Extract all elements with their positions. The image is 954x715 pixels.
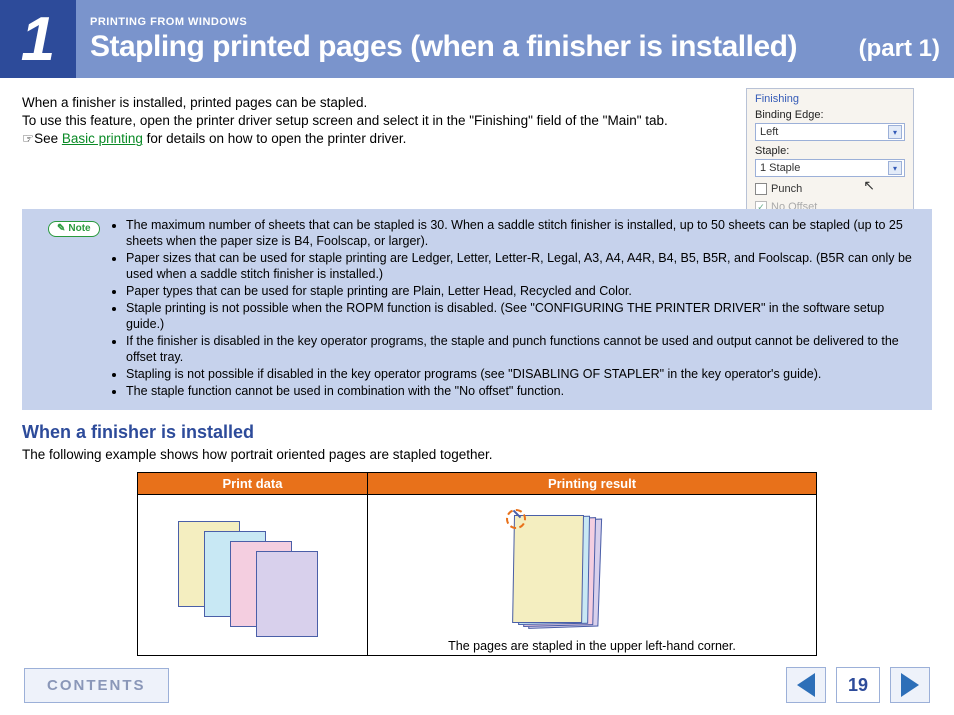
staple-example-table: Print data Printing result xyxy=(137,472,817,656)
finishing-group-title: Finishing xyxy=(755,93,905,105)
intro-line1: When a finisher is installed, printed pa… xyxy=(22,94,682,112)
note-item: The maximum number of sheets that can be… xyxy=(126,217,918,249)
section-heading: When a finisher is installed xyxy=(22,422,932,443)
finishing-panel: Finishing Binding Edge: Left ▾ Staple: 1… xyxy=(746,88,914,222)
staple-select[interactable]: 1 Staple ▾ xyxy=(755,159,905,177)
binding-edge-label: Binding Edge: xyxy=(755,109,905,121)
col-printing-result: Printing result xyxy=(368,472,817,494)
staple-value: 1 Staple xyxy=(760,162,800,174)
contents-button[interactable]: CONTENTS xyxy=(24,668,169,703)
breadcrumb: PRINTING FROM WINDOWS xyxy=(90,16,940,28)
chapter-number: 1 xyxy=(0,0,76,78)
note-item: The staple function cannot be used in co… xyxy=(126,383,918,399)
triangle-right-icon xyxy=(901,673,919,697)
section-desc: The following example shows how portrait… xyxy=(22,447,932,462)
note-item: Staple printing is not possible when the… xyxy=(126,300,918,332)
page-header: 1 PRINTING FROM WINDOWS Stapling printed… xyxy=(0,0,954,78)
checkbox-icon xyxy=(755,183,767,195)
see-suffix: for details on how to open the printer d… xyxy=(143,131,406,146)
chevron-down-icon: ▾ xyxy=(888,125,902,139)
prev-page-button[interactable] xyxy=(786,667,826,703)
punch-checkbox-row[interactable]: Punch xyxy=(755,183,905,195)
intro-text: When a finisher is installed, printed pa… xyxy=(22,94,682,149)
page-icon xyxy=(256,551,318,637)
cursor-icon: ↖ xyxy=(863,177,875,194)
stapled-result-illustration xyxy=(508,515,618,635)
note-list: The maximum number of sheets that can be… xyxy=(112,217,918,399)
note-item: Stapling is not possible if disabled in … xyxy=(126,366,918,382)
punch-checkbox-label: Punch xyxy=(771,183,802,195)
print-data-illustration xyxy=(138,495,367,655)
staple-label: Staple: xyxy=(755,145,905,157)
staple-highlight-icon xyxy=(506,509,526,529)
chevron-down-icon: ▾ xyxy=(888,161,902,175)
note-box: Note The maximum number of sheets that c… xyxy=(22,209,932,410)
see-prefix: ☞See xyxy=(22,131,62,146)
note-item: If the finisher is disabled in the key o… xyxy=(126,333,918,365)
page-icon xyxy=(512,515,584,623)
intro-line2: To use this feature, open the printer dr… xyxy=(22,112,682,130)
page-number: 19 xyxy=(836,667,880,703)
header-text-block: PRINTING FROM WINDOWS Stapling printed p… xyxy=(76,0,954,78)
note-item: Paper types that can be used for staple … xyxy=(126,283,918,299)
note-item: Paper sizes that can be used for staple … xyxy=(126,250,918,282)
next-page-button[interactable] xyxy=(890,667,930,703)
note-badge: Note xyxy=(48,221,100,238)
col-print-data: Print data xyxy=(138,472,368,494)
binding-edge-value: Left xyxy=(760,126,778,138)
part-label: (part 1) xyxy=(859,35,940,63)
binding-edge-select[interactable]: Left ▾ xyxy=(755,123,905,141)
page-footer: CONTENTS 19 xyxy=(0,667,954,715)
page-title: Stapling printed pages (when a finisher … xyxy=(90,30,797,64)
basic-printing-link[interactable]: Basic printing xyxy=(62,131,143,146)
result-caption: The pages are stapled in the upper left-… xyxy=(374,639,810,653)
triangle-left-icon xyxy=(797,673,815,697)
